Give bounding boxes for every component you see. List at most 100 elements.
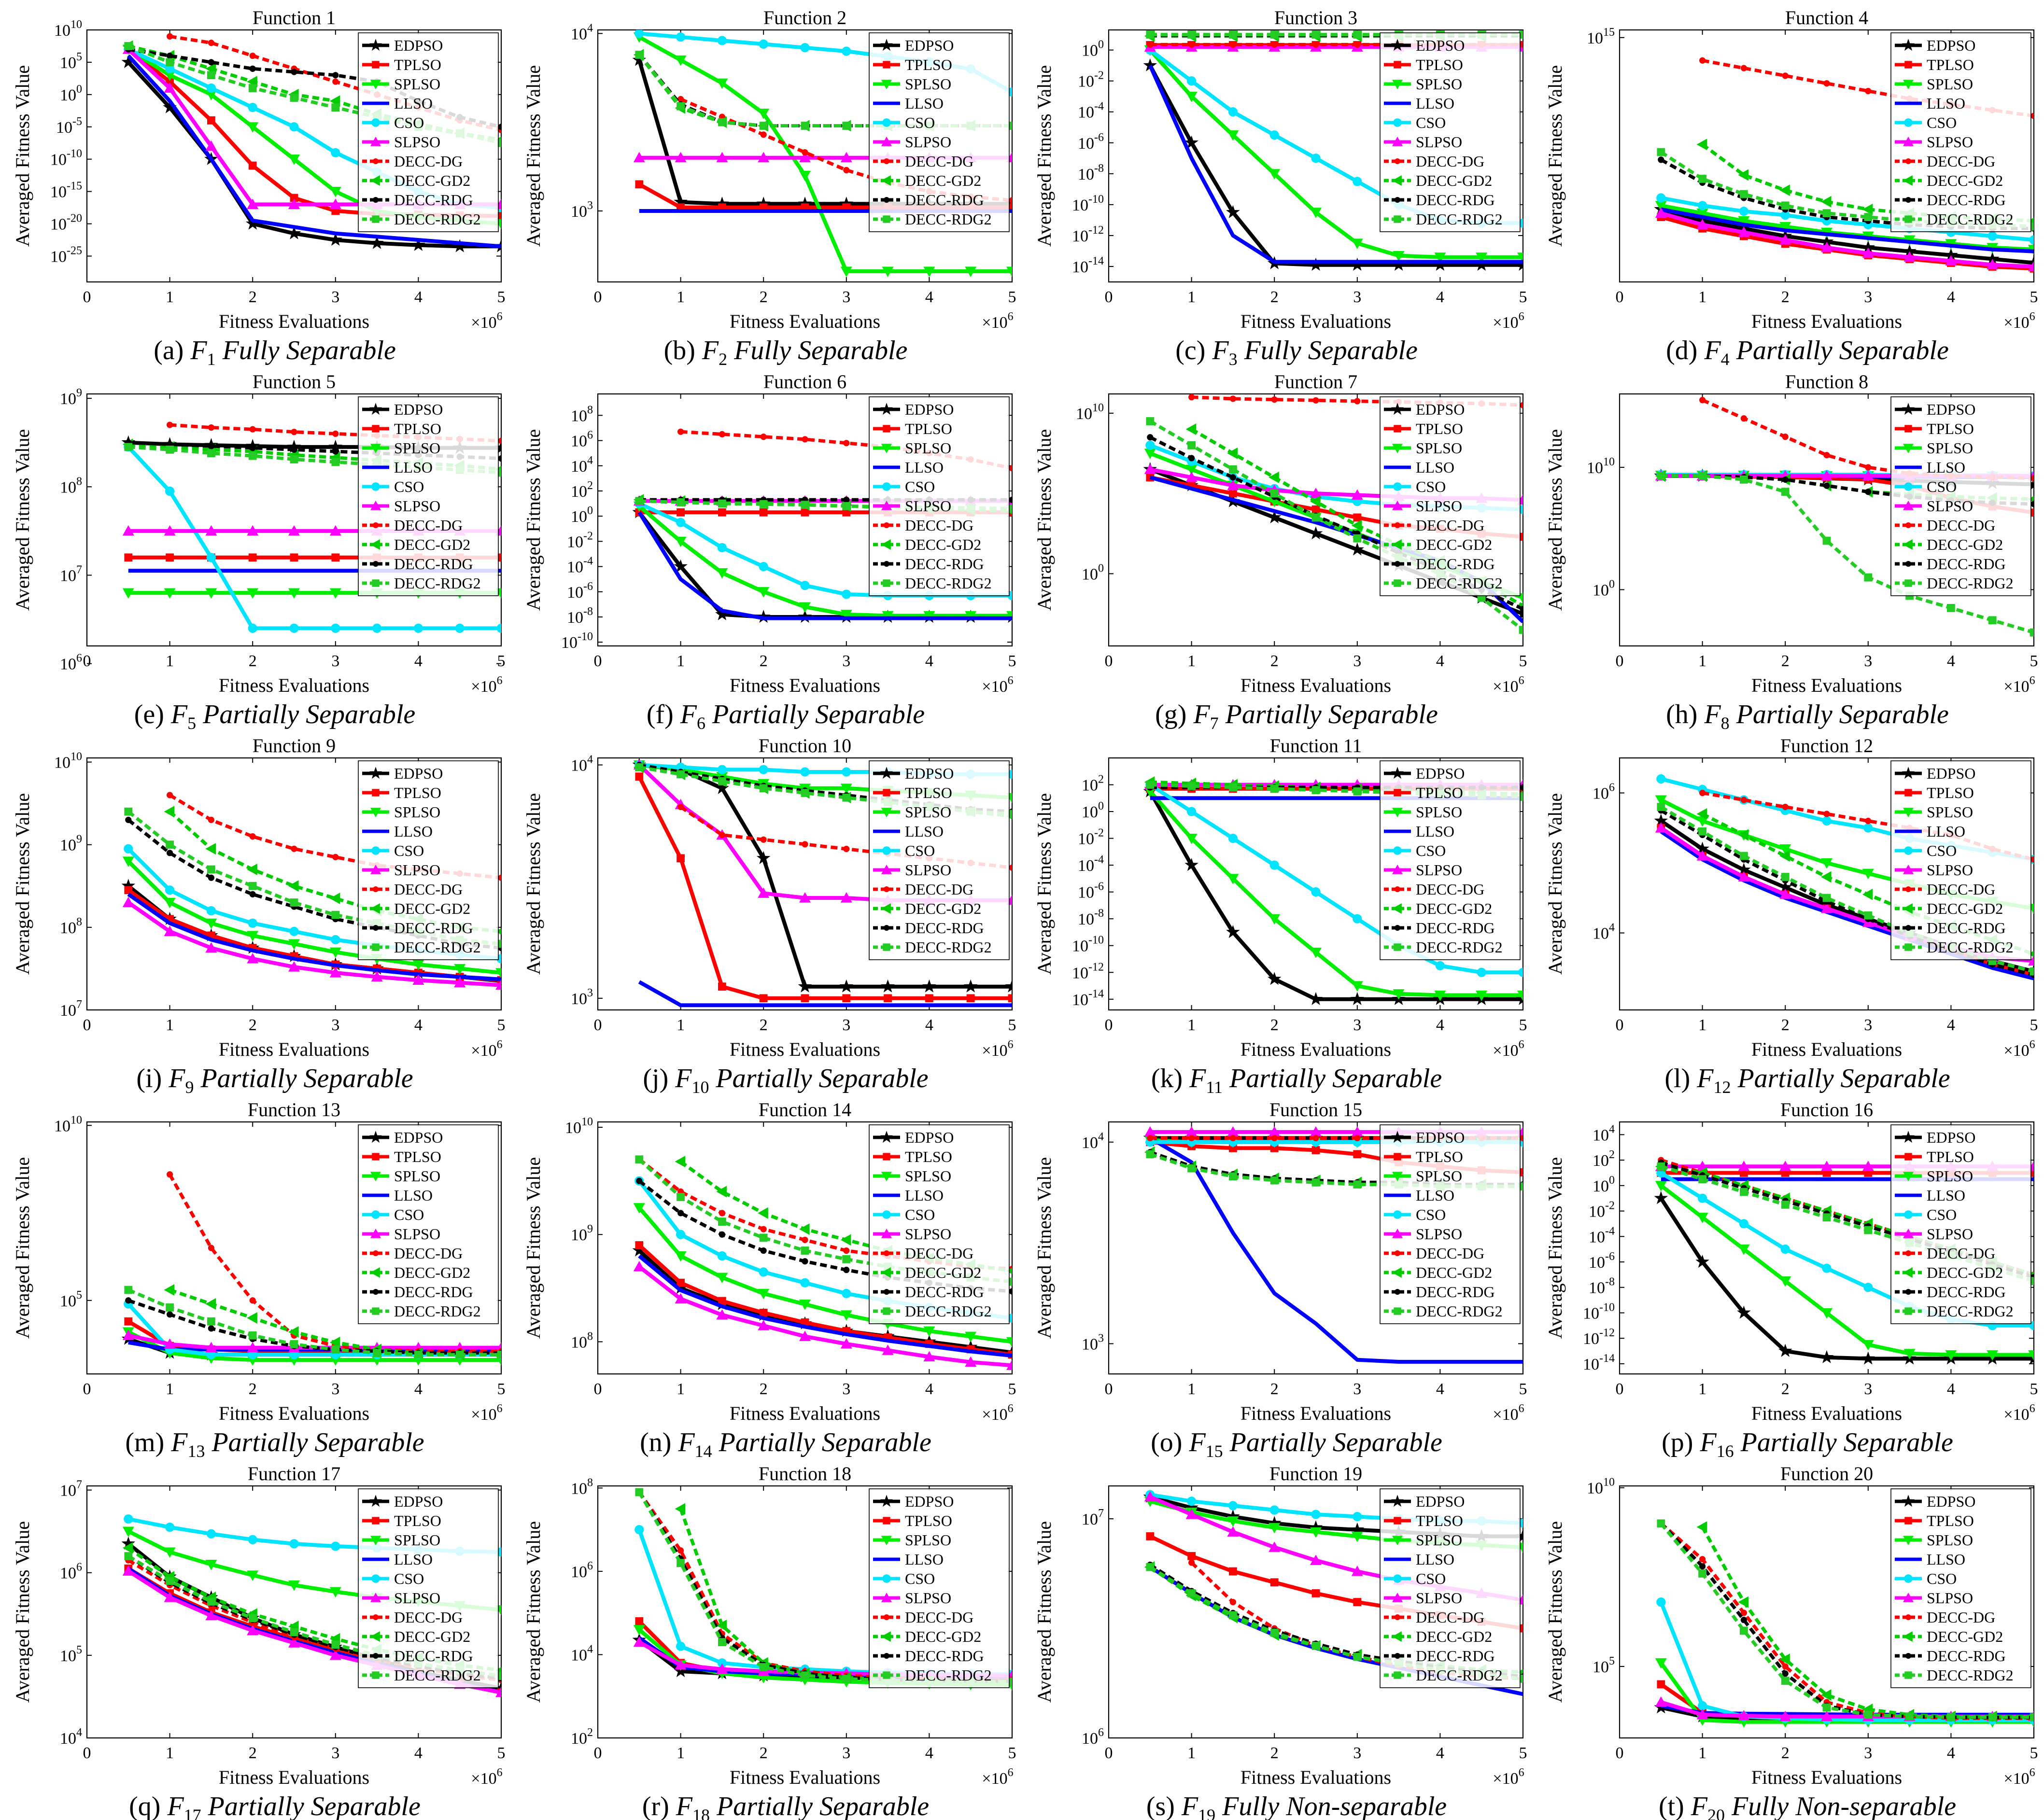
legend-marker — [1904, 1574, 1913, 1583]
series-decc-rdg-point — [1009, 496, 1012, 503]
legend-label: SPLSO — [1416, 75, 1462, 93]
legend-marker — [1905, 1250, 1912, 1257]
legend-marker — [370, 1593, 381, 1602]
legend-label: SLPSO — [394, 133, 440, 151]
x-axis-label: Fitness Evaluations — [219, 310, 369, 332]
legend: EDPSO TPLSO SPLSO LLSO CSO SLPSO DECC-DG DECC-G… — [869, 396, 1010, 596]
legend-marker — [1902, 1495, 1915, 1507]
series-cso-point — [331, 935, 340, 945]
x-tick-label: 2 — [1781, 1016, 1790, 1034]
legend-label: CSO — [1927, 842, 1957, 859]
series-tplso-point — [497, 553, 501, 562]
x-tick-label: 1 — [166, 652, 174, 670]
legend-marker — [882, 482, 891, 491]
series-splso-point — [965, 611, 977, 622]
x-tick-label: 5 — [1519, 652, 1527, 670]
series-decc-rdg2-point — [842, 1255, 851, 1263]
legend-label: TPLSO — [1927, 784, 1974, 801]
series-cso-point — [1187, 1497, 1197, 1506]
legend-label: DECC-RDG — [1927, 555, 2006, 573]
x-tick-label: 5 — [497, 1744, 506, 1762]
series-tplso-point — [677, 508, 685, 517]
legend-marker — [1393, 846, 1402, 855]
x-multiplier: ×106 — [1493, 310, 1524, 332]
series-slpso-point — [164, 1338, 176, 1349]
series-splso-point — [164, 70, 176, 81]
series-cso-point — [1353, 177, 1362, 186]
legend-label: SPLSO — [1927, 1531, 1973, 1549]
series-decc-rdg2-point — [1864, 1226, 1873, 1234]
legend-label: LLSO — [394, 1187, 433, 1204]
y-tick-label: 104 — [1593, 922, 1615, 943]
series-decc-rdg2-point — [1353, 1652, 1362, 1661]
series-decc-rdg-point — [208, 59, 214, 66]
legend-marker — [883, 1671, 890, 1679]
legend-label: LLSO — [1416, 95, 1454, 112]
series-decc-rdg2-line — [127, 810, 501, 946]
x-tick-label: 4 — [1436, 1380, 1444, 1398]
series-decc-rdg2-point — [1187, 1589, 1196, 1597]
legend-marker — [880, 1131, 893, 1143]
series-edpso-point — [287, 439, 301, 453]
series-llso-line — [1661, 207, 2034, 253]
series-decc-gd2-point — [1821, 1689, 1832, 1701]
legend-label: SPLSO — [1416, 1167, 1462, 1185]
series-decc-dg-point — [677, 96, 684, 102]
series-slpso-point — [288, 961, 300, 972]
series-decc-gd2-point — [1779, 1653, 1790, 1666]
series-decc-rdg2-line — [127, 1288, 501, 1357]
series-splso-point — [1351, 238, 1363, 249]
series-tplso-point — [2030, 508, 2034, 517]
series-splso-point — [675, 1251, 687, 1262]
legend-marker — [1394, 1614, 1401, 1621]
series-edpso-line — [1659, 1197, 2034, 1361]
x-axis-label: Fitness Evaluations — [730, 1038, 880, 1060]
subfigure-caption: (g) F7 Partially Separable — [1155, 700, 1438, 733]
series-slpso-point — [1144, 463, 1156, 474]
series-slpso-point — [1738, 1161, 1750, 1171]
x-tick-label: 0 — [1616, 1380, 1624, 1398]
series-decc-rdg2-point — [801, 1671, 809, 1680]
legend-label: SPLSO — [1416, 1531, 1462, 1549]
series-decc-dg-point — [208, 816, 214, 823]
legend-marker — [881, 137, 892, 146]
x-tick-label: 0 — [594, 1744, 602, 1762]
series-decc-rdg2-point — [677, 770, 685, 779]
series-splso-point — [1351, 981, 1363, 992]
legend: EDPSO TPLSO SPLSO LLSO CSO SLPSO DECC-DG DECC-G… — [358, 760, 499, 960]
x-tick-label: 3 — [1864, 652, 1872, 670]
legend-label: LLSO — [394, 95, 433, 112]
chart-title: Function 10 — [759, 735, 851, 756]
series-decc-rdg-point — [677, 1210, 684, 1217]
x-tick-label: 5 — [497, 652, 506, 670]
x-tick-label: 4 — [414, 1380, 423, 1398]
y-tick-label: 109 — [571, 1223, 593, 1244]
x-multiplier: ×106 — [2003, 1402, 2035, 1424]
legend-label: SPLSO — [1927, 1167, 1973, 1185]
legend-label: SLPSO — [394, 1589, 440, 1607]
series-decc-rdg2-point — [842, 793, 851, 802]
series-decc-gd2-point — [1696, 808, 1707, 820]
series-decc-rdg2-point — [759, 1233, 768, 1242]
legend-marker — [1905, 924, 1912, 931]
series-decc-dg-point — [677, 428, 684, 435]
legend-label: LLSO — [1416, 1551, 1454, 1568]
series-splso-point — [1779, 1276, 1791, 1287]
series-decc-rdg2-point — [759, 784, 768, 793]
x-multiplier: ×106 — [982, 310, 1013, 332]
series-splso-point — [840, 610, 852, 620]
series-cso-point — [206, 553, 216, 562]
legend-marker — [881, 1229, 892, 1238]
x-tick-label: 5 — [1519, 1380, 1527, 1398]
legend-marker — [881, 501, 892, 510]
series-splso-point — [1696, 209, 1708, 219]
series-decc-rdg2-point — [1270, 1628, 1279, 1637]
series-slpso-line — [127, 901, 501, 987]
legend-marker — [880, 39, 893, 51]
series-splso-point — [1655, 795, 1667, 806]
legend-label: SLPSO — [394, 497, 440, 515]
y-tick-label: 106 — [60, 1561, 82, 1582]
series-edpso-point — [674, 559, 688, 573]
legend-label: SLPSO — [1927, 861, 1973, 879]
series-splso-point — [1393, 989, 1405, 1000]
